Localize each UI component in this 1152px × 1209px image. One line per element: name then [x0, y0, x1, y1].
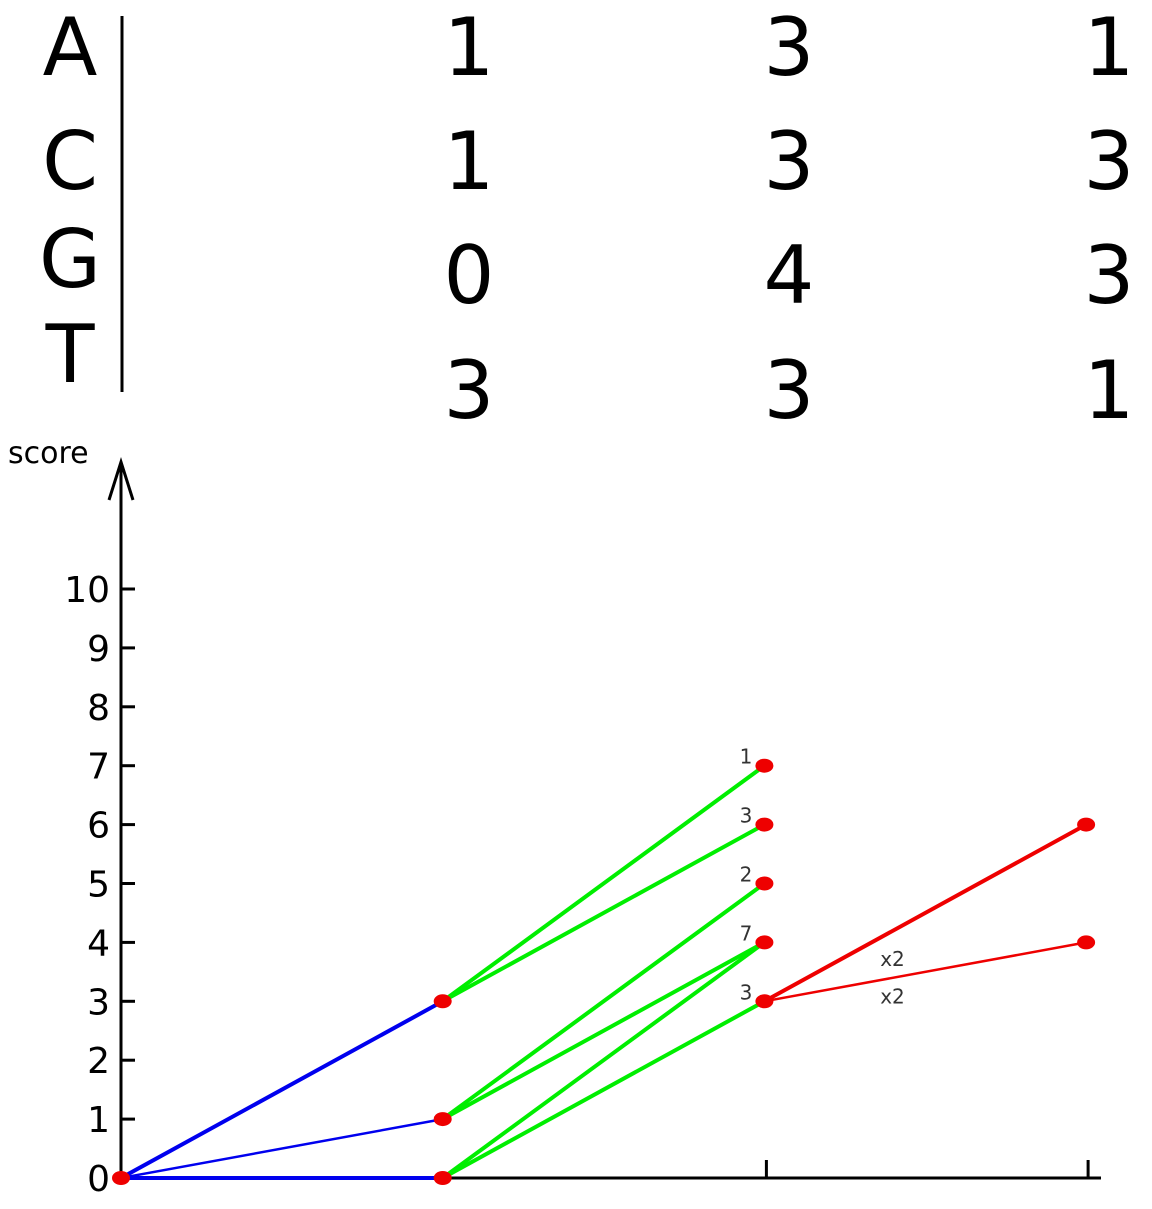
cell-t-3: 1	[1084, 344, 1135, 437]
edge-multiplier-label: x2	[880, 985, 905, 1009]
y-axis-label: score	[8, 436, 89, 471]
edge-multiplier-label: x2	[880, 947, 905, 971]
node-annotations: 1 3 2 7 3 x2 x2	[740, 745, 905, 1009]
node-count-label: 3	[740, 804, 753, 828]
row-letter-c: C	[42, 115, 98, 208]
node-2-5	[755, 876, 774, 891]
cell-g-3: 3	[1084, 229, 1135, 322]
cell-a-2: 3	[764, 1, 815, 94]
node-count-label: 2	[740, 863, 753, 887]
count-table: A 1 3 1 C 1 3 3 G 0 4 3 T 3 3 1	[39, 1, 1134, 437]
node-3-4	[1077, 935, 1096, 950]
cell-a-3: 1	[1084, 1, 1135, 94]
y-tick-label-5: 5	[87, 865, 110, 906]
node-2-6	[755, 817, 774, 832]
node-count-label: 3	[740, 980, 753, 1004]
y-tick-label-2: 2	[87, 1041, 110, 1082]
x-ticks	[764, 1160, 1090, 1178]
table-row-c: C 1 3 3	[42, 115, 1134, 208]
node-count-label: 7	[740, 921, 753, 945]
cell-c-2: 3	[764, 115, 815, 208]
cell-t-1: 3	[444, 344, 495, 437]
node-0-0	[112, 1171, 130, 1185]
row-letter-g: G	[39, 213, 101, 306]
cell-a-1: 1	[444, 1, 495, 94]
cell-g-2: 4	[764, 229, 815, 322]
y-tick-label-0: 0	[87, 1159, 110, 1200]
cell-c-1: 1	[444, 115, 495, 208]
cell-g-1: 0	[444, 229, 495, 322]
y-tick-label-8: 8	[87, 688, 110, 729]
path-edges	[119, 763, 1089, 1180]
edge-green-8	[440, 999, 767, 1180]
y-tick-label-3: 3	[87, 982, 110, 1023]
y-ticks: 0 1 2 3 4 5 6 7 8 9 10	[64, 570, 135, 1200]
y-axis-arrowhead	[107, 457, 135, 501]
edge-red-9	[762, 822, 1089, 1004]
edge-green-3	[440, 763, 767, 1004]
node-3-6	[1077, 817, 1096, 832]
node-2-4	[755, 935, 774, 950]
table-row-g: G 0 4 3	[39, 213, 1134, 322]
edge-green-6	[440, 940, 767, 1122]
node-count-label: 1	[740, 745, 753, 769]
cell-t-2: 3	[764, 344, 815, 437]
node-1-0	[433, 1171, 452, 1185]
edge-red-10	[763, 941, 1088, 1003]
node-2-3	[755, 994, 774, 1009]
edge-green-7	[440, 940, 767, 1180]
edge-blue-0	[119, 999, 445, 1180]
plot-axes: score	[8, 436, 1101, 1180]
y-tick-label-10: 10	[64, 570, 110, 611]
row-letter-t: T	[45, 308, 96, 401]
cell-c-3: 3	[1084, 115, 1135, 208]
y-tick-label-6: 6	[87, 806, 110, 847]
node-2-7	[755, 758, 774, 773]
table-row-a: A 1 3 1	[43, 1, 1135, 94]
row-letter-a: A	[43, 1, 98, 94]
y-tick-label-1: 1	[87, 1100, 110, 1141]
node-1-3	[433, 994, 452, 1009]
edge-green-5	[440, 881, 767, 1122]
edge-green-4	[440, 822, 767, 1004]
y-tick-label-4: 4	[87, 923, 110, 964]
y-tick-label-9: 9	[87, 629, 110, 670]
edge-blue-1	[119, 1117, 444, 1180]
table-row-t: T 3 3 1	[45, 308, 1135, 437]
path-nodes	[112, 758, 1096, 1185]
y-tick-label-7: 7	[87, 747, 110, 788]
node-1-1	[433, 1112, 452, 1127]
